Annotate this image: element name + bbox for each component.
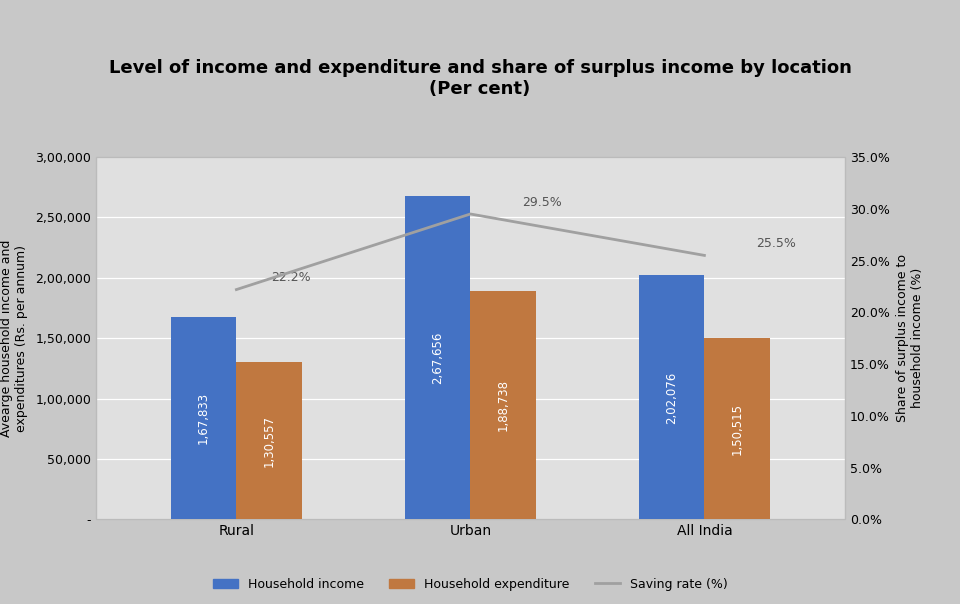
Legend: Household income, Household expenditure, Saving rate (%): Household income, Household expenditure,… bbox=[208, 573, 732, 596]
Bar bbox=[405, 196, 470, 519]
Y-axis label: Share of surplus income to
household income (%): Share of surplus income to household inc… bbox=[897, 254, 924, 422]
Text: 1,30,557: 1,30,557 bbox=[263, 414, 276, 466]
Text: 2,02,076: 2,02,076 bbox=[665, 371, 678, 423]
Y-axis label: Avearge household income and
expenditures (Rs. per annum): Avearge household income and expenditure… bbox=[0, 240, 28, 437]
Text: 2,67,656: 2,67,656 bbox=[431, 332, 444, 384]
Bar bbox=[470, 292, 536, 519]
Text: 29.5%: 29.5% bbox=[522, 196, 562, 209]
Bar bbox=[638, 275, 705, 519]
Text: 1,67,833: 1,67,833 bbox=[197, 392, 210, 444]
Text: 1,50,515: 1,50,515 bbox=[731, 402, 744, 455]
Bar bbox=[705, 338, 770, 519]
Text: Level of income and expenditure and share of surplus income by location
(Per cen: Level of income and expenditure and shar… bbox=[108, 59, 852, 98]
Bar bbox=[236, 362, 301, 519]
Text: 1,88,738: 1,88,738 bbox=[496, 379, 510, 431]
Text: 25.5%: 25.5% bbox=[756, 237, 796, 250]
Bar bbox=[96, 157, 845, 519]
Bar bbox=[171, 316, 236, 519]
Text: 22.2%: 22.2% bbox=[272, 271, 311, 284]
